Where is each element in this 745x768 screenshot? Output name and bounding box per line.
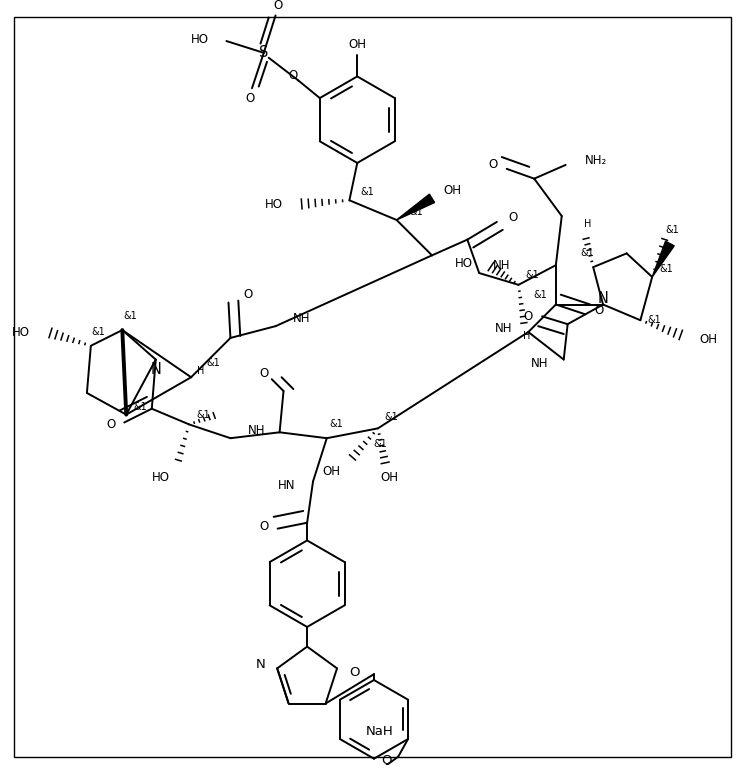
Text: &1: &1 xyxy=(206,359,220,369)
Text: H: H xyxy=(197,366,205,376)
Text: &1: &1 xyxy=(133,402,147,412)
Text: O: O xyxy=(245,91,255,104)
Text: NaH: NaH xyxy=(366,725,394,737)
Text: O: O xyxy=(259,520,268,533)
Text: HO: HO xyxy=(191,32,209,45)
Text: HO: HO xyxy=(12,326,30,339)
Text: O: O xyxy=(106,418,115,431)
Text: &1: &1 xyxy=(647,315,661,325)
Text: &1: &1 xyxy=(385,412,399,422)
Text: NH: NH xyxy=(530,357,548,370)
Text: OH: OH xyxy=(700,333,717,346)
Text: O: O xyxy=(288,69,298,82)
Text: S: S xyxy=(259,45,268,61)
Text: &1: &1 xyxy=(525,270,539,280)
Text: &1: &1 xyxy=(124,311,137,321)
Text: HN: HN xyxy=(278,479,295,492)
Text: NH: NH xyxy=(294,312,311,325)
Text: OH: OH xyxy=(444,184,462,197)
Text: HO: HO xyxy=(264,197,282,210)
Text: O: O xyxy=(273,0,282,12)
Text: &1: &1 xyxy=(659,264,673,274)
Text: NH₂: NH₂ xyxy=(586,154,608,167)
Text: &1: &1 xyxy=(196,409,210,419)
Text: O: O xyxy=(381,754,392,767)
Text: OH: OH xyxy=(323,465,340,478)
Text: N: N xyxy=(150,362,161,377)
Text: OH: OH xyxy=(381,471,399,484)
Text: H: H xyxy=(523,331,530,341)
Text: O: O xyxy=(524,310,533,323)
Text: &1: &1 xyxy=(330,419,343,429)
Text: &1: &1 xyxy=(665,225,679,235)
Text: O: O xyxy=(244,288,253,301)
Text: OH: OH xyxy=(348,38,367,51)
Text: N: N xyxy=(256,658,265,671)
Text: O: O xyxy=(349,666,359,679)
Text: NH: NH xyxy=(248,424,266,437)
Text: &1: &1 xyxy=(409,207,423,217)
Polygon shape xyxy=(396,194,434,220)
Text: O: O xyxy=(259,367,268,380)
Text: O: O xyxy=(488,158,498,171)
Polygon shape xyxy=(652,241,674,277)
Text: HO: HO xyxy=(151,471,170,484)
Text: O: O xyxy=(508,211,517,224)
Text: O: O xyxy=(595,304,603,317)
Text: &1: &1 xyxy=(373,439,387,449)
Text: &1: &1 xyxy=(533,290,547,300)
Text: &1: &1 xyxy=(92,327,106,337)
Text: H: H xyxy=(583,219,591,229)
Text: &1: &1 xyxy=(361,187,374,197)
Text: HO: HO xyxy=(455,257,473,270)
Text: &1: &1 xyxy=(580,248,595,258)
Text: NH: NH xyxy=(493,259,510,272)
Text: NH: NH xyxy=(495,322,513,335)
Text: N: N xyxy=(597,291,609,306)
